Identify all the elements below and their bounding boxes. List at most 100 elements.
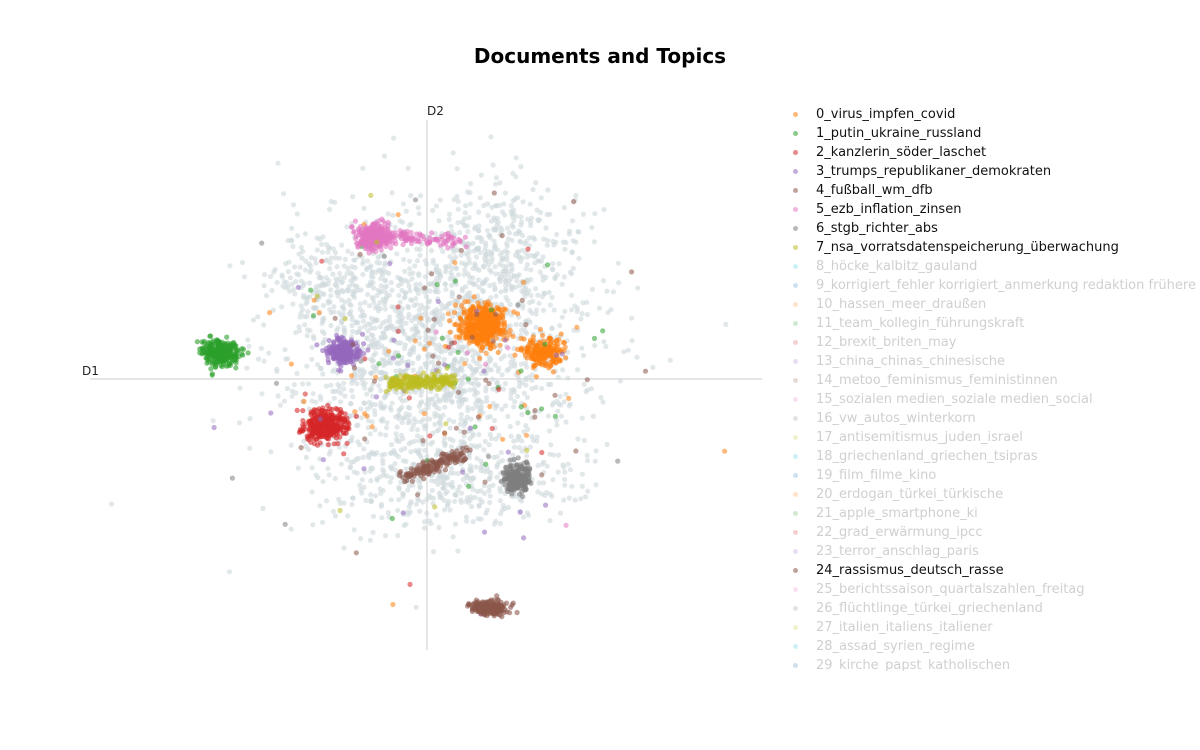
background-point bbox=[585, 488, 591, 494]
background-point bbox=[544, 211, 550, 218]
background-point bbox=[540, 254, 546, 260]
data-point bbox=[427, 464, 433, 470]
data-point bbox=[224, 334, 230, 340]
background-point bbox=[472, 281, 478, 287]
background-point bbox=[386, 270, 392, 276]
background-point bbox=[301, 280, 307, 287]
background-point bbox=[446, 211, 452, 217]
data-point bbox=[465, 299, 471, 305]
background-point bbox=[467, 294, 473, 300]
data-point bbox=[362, 356, 368, 362]
background-point bbox=[474, 366, 480, 372]
background-point bbox=[296, 272, 302, 278]
background-point bbox=[510, 356, 516, 362]
background-point bbox=[494, 474, 500, 480]
data-point bbox=[642, 368, 649, 374]
background-point bbox=[510, 210, 517, 216]
background-point bbox=[379, 370, 385, 376]
background-point bbox=[534, 438, 540, 444]
background-point bbox=[381, 153, 387, 159]
background-point bbox=[414, 301, 420, 307]
background-point bbox=[261, 283, 267, 289]
background-point bbox=[346, 297, 352, 303]
background-point bbox=[360, 258, 366, 265]
background-point bbox=[518, 327, 525, 333]
background-point bbox=[290, 243, 296, 249]
data-point bbox=[557, 357, 563, 363]
data-point bbox=[529, 355, 535, 361]
background-point bbox=[332, 388, 338, 394]
background-point bbox=[305, 309, 311, 315]
background-point bbox=[448, 282, 455, 288]
background-point bbox=[579, 483, 585, 489]
background-point bbox=[378, 334, 384, 340]
background-point bbox=[573, 192, 579, 199]
background-point bbox=[539, 491, 545, 497]
data-point bbox=[462, 456, 469, 462]
background-point bbox=[533, 324, 539, 330]
data-point bbox=[331, 340, 337, 346]
background-point bbox=[362, 313, 368, 319]
background-point bbox=[589, 286, 596, 292]
background-point bbox=[491, 417, 498, 424]
data-point bbox=[349, 373, 355, 379]
background-point bbox=[357, 325, 363, 331]
data-point bbox=[530, 337, 536, 343]
data-point bbox=[459, 445, 465, 451]
background-point bbox=[422, 274, 428, 280]
background-point bbox=[382, 260, 388, 266]
background-point bbox=[427, 288, 433, 294]
background-point bbox=[303, 301, 309, 307]
background-point bbox=[457, 383, 464, 389]
data-point bbox=[481, 604, 487, 611]
scatter-plot[interactable]: D1 D2 bbox=[0, 0, 780, 750]
background-point bbox=[550, 238, 556, 244]
data-point bbox=[537, 326, 544, 332]
background-point bbox=[534, 434, 540, 440]
background-point bbox=[442, 281, 448, 287]
background-point bbox=[441, 356, 447, 362]
data-point bbox=[407, 473, 413, 479]
background-point bbox=[403, 521, 409, 527]
data-point bbox=[310, 313, 317, 319]
data-point bbox=[467, 312, 473, 318]
data-point bbox=[342, 424, 348, 430]
background-point bbox=[468, 416, 474, 422]
background-point bbox=[380, 461, 386, 467]
background-point bbox=[260, 505, 266, 511]
background-point bbox=[456, 360, 462, 366]
background-point bbox=[574, 367, 581, 373]
background-point bbox=[255, 314, 261, 320]
background-point bbox=[476, 284, 482, 290]
background-point bbox=[519, 438, 525, 444]
background-point bbox=[554, 422, 560, 428]
background-point bbox=[541, 236, 547, 242]
data-point bbox=[495, 597, 501, 603]
background-point bbox=[306, 280, 313, 286]
background-point bbox=[303, 443, 309, 449]
data-point bbox=[313, 436, 319, 442]
background-point bbox=[360, 318, 366, 324]
background-point bbox=[454, 166, 460, 172]
background-point bbox=[486, 442, 492, 448]
background-point bbox=[302, 267, 308, 273]
background-point bbox=[427, 281, 433, 287]
background-point bbox=[341, 263, 347, 269]
background-point bbox=[305, 381, 312, 387]
background-point bbox=[394, 251, 400, 257]
background-point bbox=[446, 216, 452, 223]
background-point bbox=[436, 397, 442, 403]
data-point bbox=[357, 251, 363, 257]
background-point bbox=[472, 261, 478, 267]
background-point bbox=[482, 490, 488, 496]
background-point bbox=[306, 261, 312, 267]
background-point bbox=[462, 210, 468, 216]
data-point bbox=[452, 302, 459, 308]
background-point bbox=[277, 402, 283, 408]
background-point bbox=[328, 293, 334, 299]
data-point bbox=[445, 245, 451, 251]
background-point bbox=[463, 514, 469, 520]
background-point bbox=[389, 304, 395, 310]
background-point bbox=[414, 433, 421, 439]
data-point bbox=[218, 342, 224, 348]
